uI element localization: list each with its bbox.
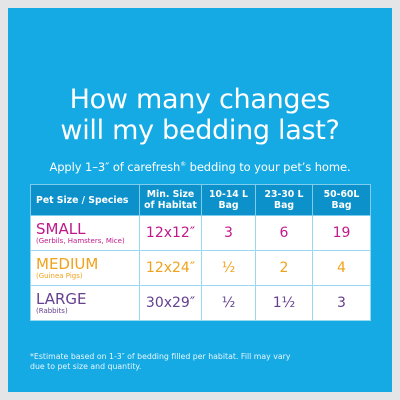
footnote-line-1: *Estimate based on 1-3″ of bedding fille… — [30, 352, 291, 361]
bag1-cell: 3 — [201, 215, 256, 251]
habitat-cell: 30x29″ — [139, 285, 202, 321]
bag2-cell: 6 — [255, 215, 313, 251]
size-label: SMALL — [36, 219, 86, 238]
bag2-cell: 2 — [255, 250, 313, 286]
bag3-cell: 3 — [312, 285, 371, 321]
species-cell: MEDIUM (Guinea Pigs) — [30, 250, 140, 286]
table-header-row: Pet Size / Species Min. Size of Habitat … — [30, 184, 371, 216]
header-species: Pet Size / Species — [30, 184, 140, 216]
headline-line-2: will my bedding last? — [60, 115, 340, 147]
species-cell: LARGE (Rabbits) — [30, 285, 140, 321]
bag2-cell: 1½ — [255, 285, 313, 321]
headline-line-1: How many changes — [69, 84, 331, 116]
headline: How many changes will my bedding last? — [8, 84, 392, 146]
habitat-cell: 12x12″ — [139, 215, 202, 251]
species-label: (Guinea Pigs) — [36, 271, 83, 280]
table-row: LARGE (Rabbits) 30x29″ ½ 1½ 3 — [30, 285, 371, 321]
footnote-line-2: due to pet size and quantity. — [30, 361, 142, 371]
intro-text: Apply 1–3″ of carefresh® bedding to your… — [8, 160, 392, 174]
size-label: MEDIUM — [36, 254, 99, 273]
intro-after: bedding to your pet’s home. — [186, 160, 351, 174]
bag3-cell: 4 — [312, 250, 371, 286]
table-row: SMALL (Gerbils, Hamsters, Mice) 12x12″ 3… — [30, 215, 371, 251]
bag1-cell: ½ — [201, 250, 256, 286]
registered-mark: ® — [180, 161, 187, 169]
size-label: LARGE — [36, 289, 87, 308]
species-cell: SMALL (Gerbils, Hamsters, Mice) — [30, 215, 140, 251]
species-label: (Rabbits) — [36, 306, 68, 315]
header-habitat: Min. Size of Habitat — [139, 184, 202, 216]
bedding-table: Pet Size / Species Min. Size of Habitat … — [30, 184, 371, 321]
header-bag-small: 10-14 L Bag — [201, 184, 256, 216]
habitat-cell: 12x24″ — [139, 250, 202, 286]
header-bag-medium: 23-30 L Bag — [255, 184, 313, 216]
table-row: MEDIUM (Guinea Pigs) 12x24″ ½ 2 4 — [30, 250, 371, 286]
infographic-panel: How many changes will my bedding last? A… — [8, 8, 392, 392]
header-bag-large: 50-60L Bag — [312, 184, 371, 216]
footnote: *Estimate based on 1-3″ of bedding fille… — [30, 352, 375, 371]
intro-before: Apply 1–3″ of carefresh — [49, 160, 181, 174]
species-label: (Gerbils, Hamsters, Mice) — [36, 236, 125, 245]
bag1-cell: ½ — [201, 285, 256, 321]
bag3-cell: 19 — [312, 215, 371, 251]
